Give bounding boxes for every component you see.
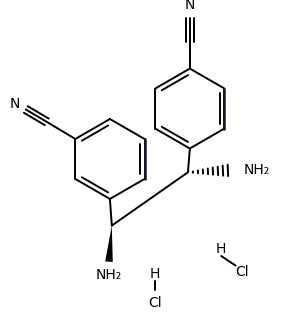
Text: N: N <box>9 97 19 111</box>
Text: N: N <box>185 0 195 12</box>
Text: Cl: Cl <box>235 265 249 279</box>
Text: H: H <box>150 267 160 281</box>
Text: H: H <box>216 242 227 256</box>
Text: NH₂: NH₂ <box>243 163 269 178</box>
Polygon shape <box>105 225 113 262</box>
Text: NH₂: NH₂ <box>96 268 122 282</box>
Text: Cl: Cl <box>148 296 161 310</box>
